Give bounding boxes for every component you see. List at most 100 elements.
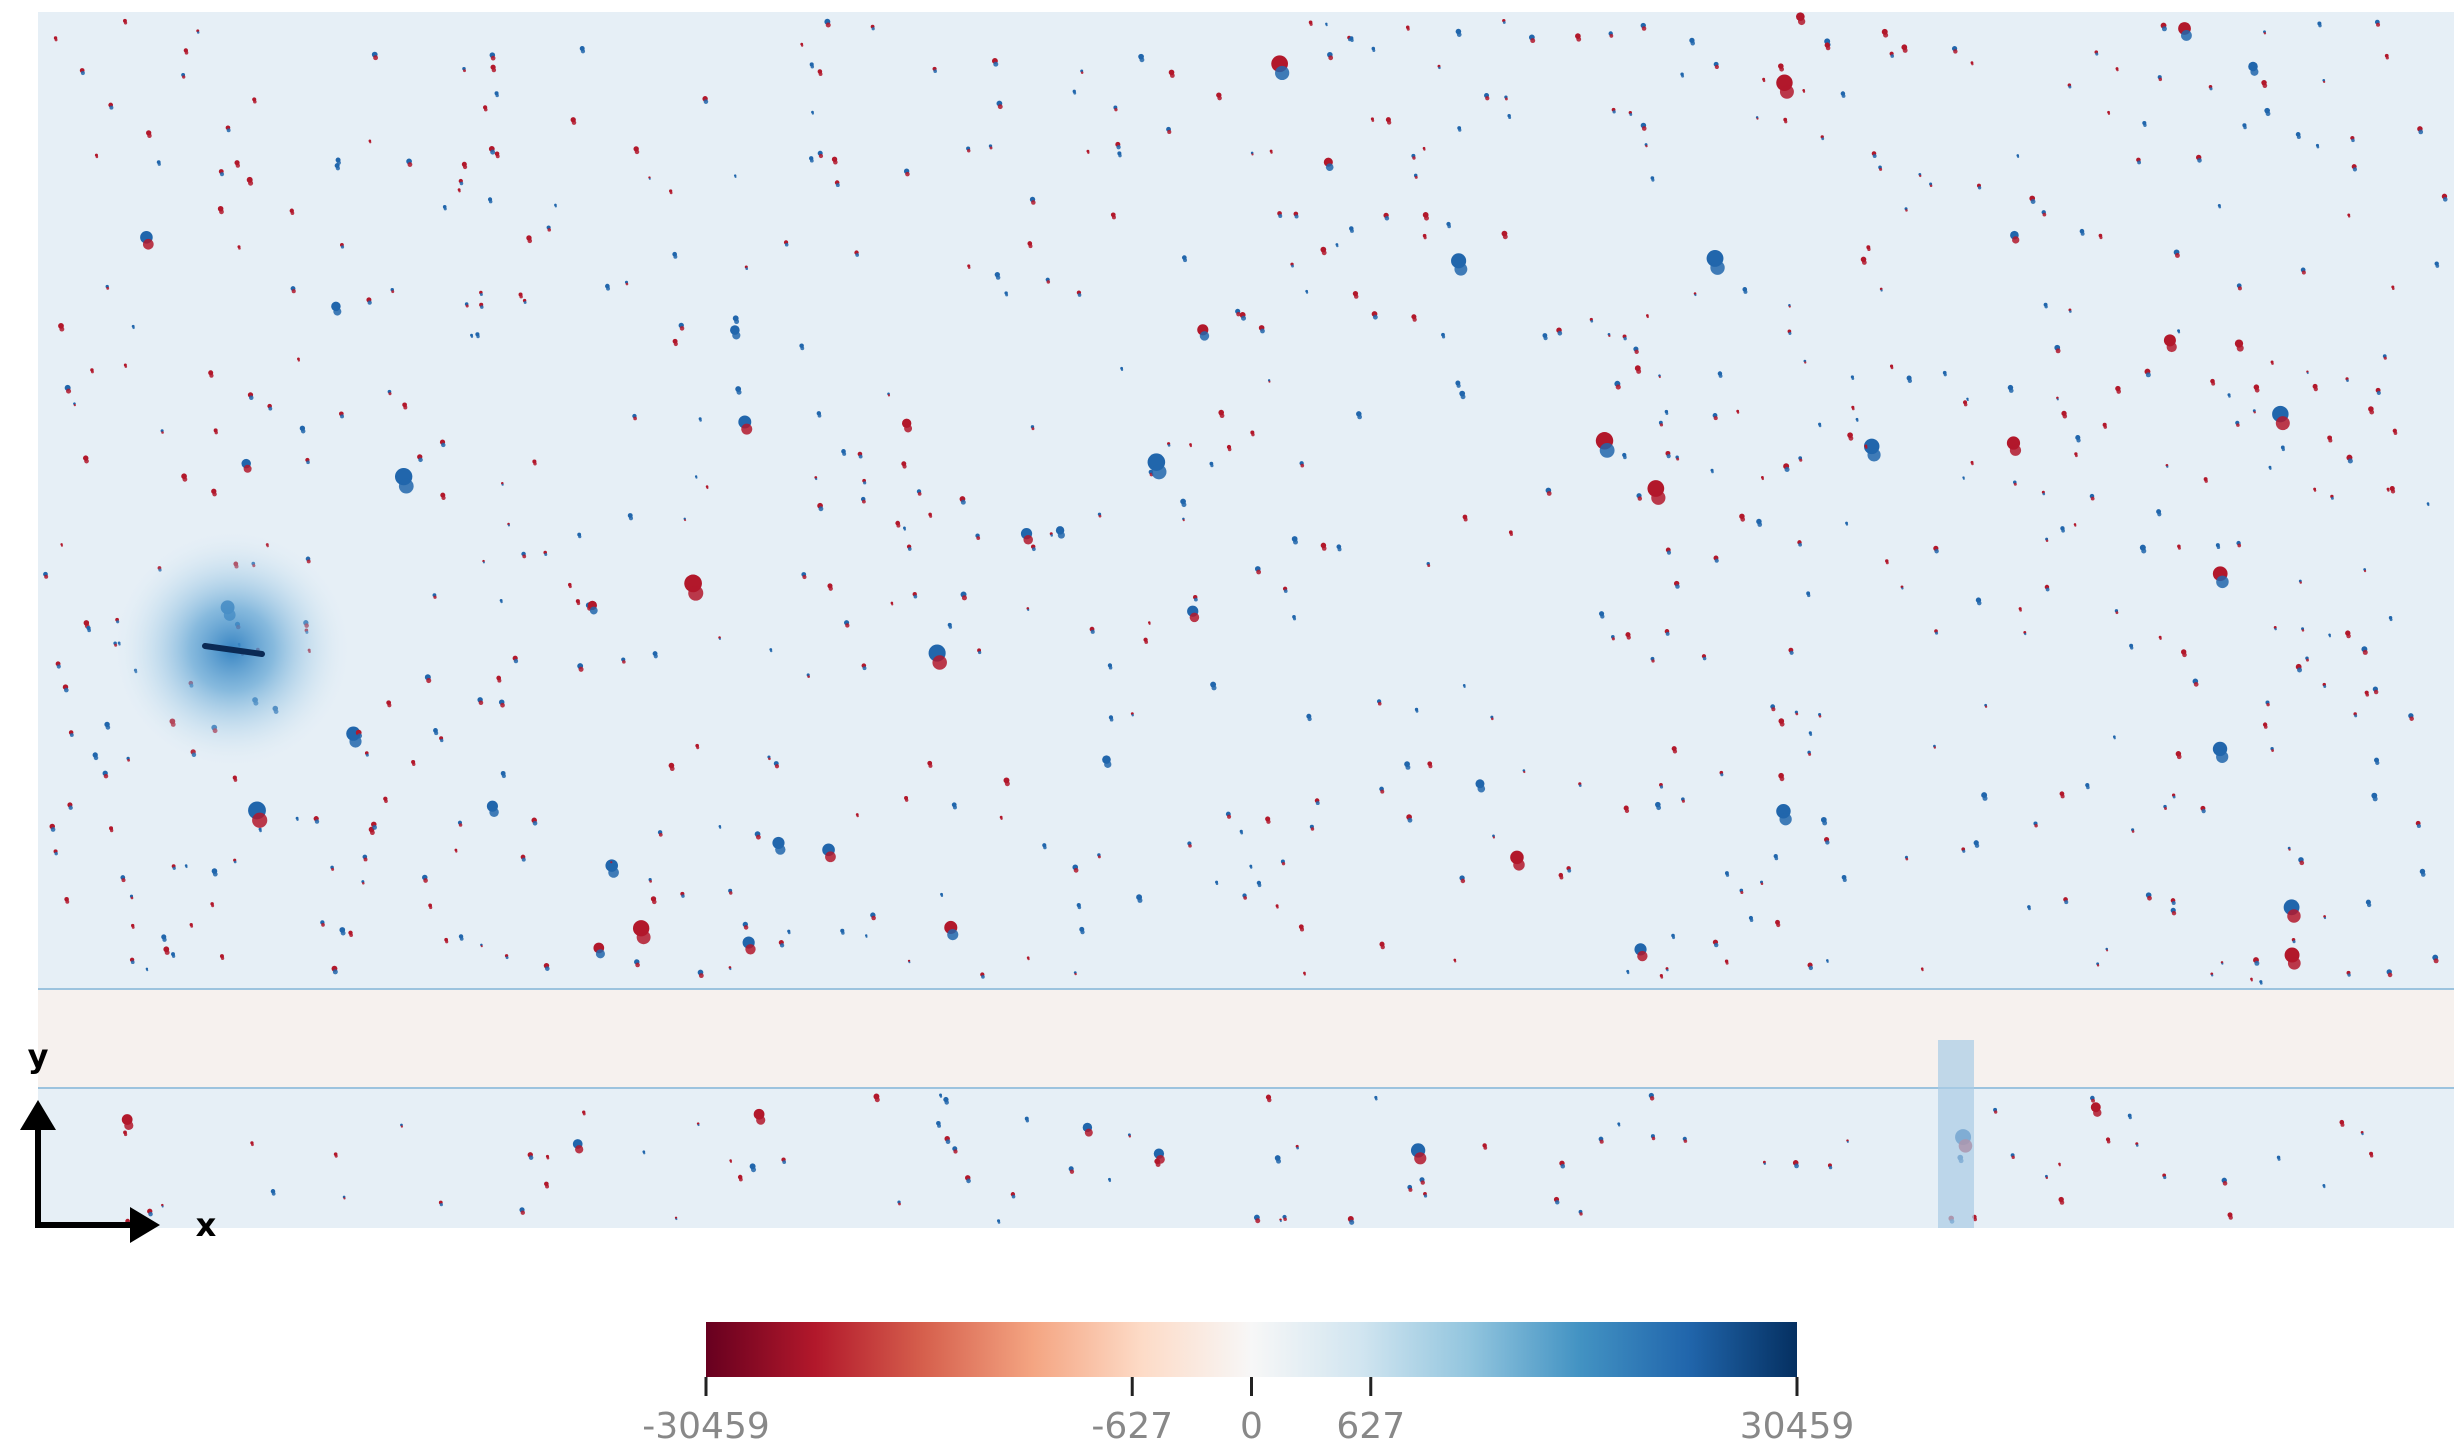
star [2369, 410, 2374, 415]
star [1856, 420, 1858, 422]
star [1278, 214, 1282, 218]
star [238, 247, 241, 250]
star [2417, 824, 2421, 828]
star [251, 1143, 254, 1146]
star [1779, 67, 1784, 72]
star [581, 49, 585, 53]
star [1625, 809, 1629, 813]
star [649, 880, 652, 883]
star [583, 1113, 586, 1116]
star [699, 973, 704, 978]
star [575, 1145, 583, 1153]
star [735, 176, 737, 178]
star [2223, 1181, 2228, 1186]
star [172, 955, 175, 958]
star [775, 764, 779, 768]
star [2300, 581, 2302, 583]
star [2418, 130, 2423, 135]
star [1454, 960, 1456, 962]
star [2323, 685, 2326, 688]
star [1846, 523, 1848, 525]
star [2181, 30, 2192, 41]
star [54, 852, 57, 855]
star [1921, 969, 1923, 971]
star [649, 178, 651, 180]
star [996, 275, 1001, 280]
star [463, 165, 467, 169]
star [1771, 707, 1775, 711]
star [2034, 824, 2037, 827]
star [1666, 632, 1670, 636]
star [471, 335, 473, 337]
star [756, 1116, 765, 1125]
star [500, 703, 505, 708]
star [1405, 765, 1410, 770]
star [1883, 33, 1888, 38]
star [1852, 408, 1855, 411]
star [1137, 898, 1142, 903]
star [1381, 945, 1385, 949]
star [2427, 504, 2429, 506]
star [125, 365, 128, 368]
star [2056, 348, 2061, 353]
star [1477, 785, 1485, 793]
colorbar-ticks: -30459-627062730459 [642, 1377, 1854, 1447]
star [1779, 813, 1791, 825]
star [2130, 646, 2133, 649]
star [2173, 796, 2176, 799]
star [2237, 345, 2244, 352]
star [1935, 632, 1938, 635]
star [941, 895, 943, 897]
star [819, 506, 824, 511]
star [1266, 820, 1270, 824]
star [681, 894, 684, 897]
star [841, 931, 844, 934]
star [904, 528, 906, 530]
star [2028, 907, 2031, 910]
star [476, 335, 479, 338]
star [2106, 949, 2108, 951]
star [2307, 372, 2309, 374]
star [1493, 836, 1495, 838]
star [2346, 379, 2349, 382]
star [384, 799, 388, 803]
star [2141, 548, 2146, 553]
star [1847, 1141, 1849, 1143]
star [502, 484, 504, 486]
star [670, 766, 675, 771]
star [1012, 1195, 1016, 1199]
star [1350, 39, 1353, 42]
star [492, 68, 496, 72]
star [1906, 858, 1909, 861]
star [2367, 903, 2371, 907]
star [1464, 518, 1468, 522]
star [209, 373, 213, 377]
star [1283, 1217, 1287, 1221]
star [670, 191, 673, 194]
star [483, 561, 485, 563]
star [2086, 786, 2090, 790]
star [729, 891, 732, 894]
star [737, 390, 742, 395]
star [1210, 464, 1213, 467]
star [1104, 761, 1111, 768]
star [2178, 331, 2180, 333]
star [1326, 24, 1328, 26]
colorbar-tick-label: -30459 [642, 1406, 770, 1447]
star [496, 154, 500, 158]
star [463, 69, 466, 72]
star [1930, 184, 1933, 187]
star [2172, 911, 2176, 915]
star [491, 56, 496, 61]
star [69, 806, 73, 810]
star [1667, 551, 1671, 555]
star [1029, 244, 1033, 248]
star [978, 651, 981, 654]
star [1276, 1159, 1281, 1164]
star [527, 239, 532, 244]
star [2178, 547, 2181, 550]
star [248, 181, 253, 186]
star [2392, 287, 2395, 290]
star [2384, 357, 2387, 360]
star [756, 835, 761, 840]
